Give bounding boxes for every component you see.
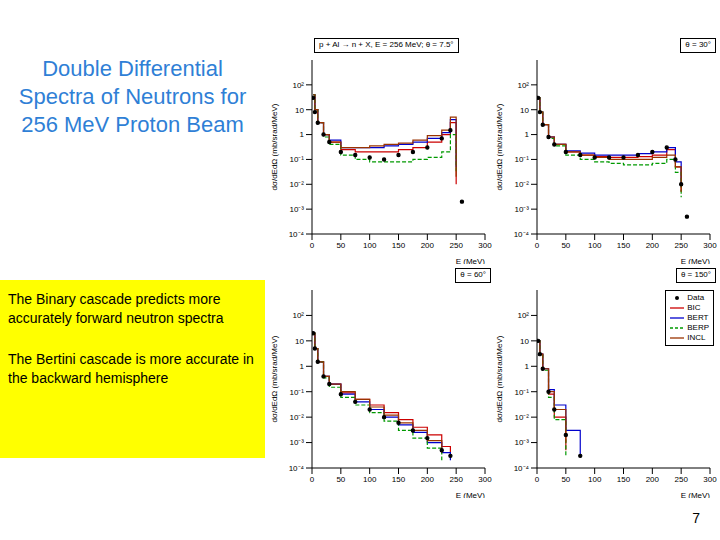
html-text:BERP: BERP (687, 323, 709, 332)
svg-text:10⁻²: 10⁻² (289, 180, 304, 189)
svg-text:10⁻¹: 10⁻¹ (514, 388, 529, 397)
svg-text:150: 150 (392, 475, 406, 484)
html-text:Data: Data (687, 293, 705, 302)
svg-text:100: 100 (363, 241, 377, 250)
svg-text:10⁻¹: 10⁻¹ (289, 388, 304, 397)
svg-text:E (MeV): E (MeV) (456, 257, 486, 264)
svg-text:10²: 10² (517, 311, 529, 320)
svg-text:E (MeV): E (MeV) (681, 491, 711, 498)
svg-text:10: 10 (295, 337, 304, 346)
html-text:BERT: BERT (687, 313, 709, 322)
svg-text:10⁻³: 10⁻³ (514, 205, 529, 214)
svg-text:300: 300 (478, 475, 492, 484)
svg-text:10²: 10² (292, 81, 304, 90)
svg-text:300: 300 (703, 475, 712, 484)
html-text:θ = 150°: θ = 150° (680, 270, 711, 279)
svg-text:dσ/dEdΩ (mb/srad/MeV): dσ/dEdΩ (mb/srad/MeV) (495, 103, 504, 190)
svg-text:10²: 10² (517, 81, 529, 90)
svg-text:200: 200 (421, 241, 435, 250)
svg-text:50: 50 (336, 241, 345, 250)
svg-text:dσ/dEdΩ (mb/srad/MeV): dσ/dEdΩ (mb/srad/MeV) (270, 335, 279, 422)
svg-text:50: 50 (561, 475, 570, 484)
svg-text:300: 300 (703, 241, 712, 250)
html-text:INCL: INCL (687, 333, 706, 342)
svg-text:10⁻³: 10⁻³ (289, 205, 304, 214)
svg-text:150: 150 (617, 241, 631, 250)
svg-text:10⁻²: 10⁻² (514, 180, 529, 189)
html-text:p + Al → n + X, E = 256 MeV; θ: p + Al → n + X, E = 256 MeV; θ = 7.5° (319, 40, 454, 49)
html-text:Double Differential Spectra of: Double Differential Spectra of Neutrons … (18, 56, 247, 137)
svg-text:1: 1 (300, 130, 305, 139)
svg-text:10⁻³: 10⁻³ (514, 438, 529, 447)
html-text:The Bertini cascade is more ac: The Bertini cascade is more accurate in … (8, 351, 254, 386)
svg-text:250: 250 (449, 241, 463, 250)
svg-text:10⁻¹: 10⁻¹ (514, 155, 529, 164)
svg-text:250: 250 (674, 241, 688, 250)
svg-text:1: 1 (525, 130, 530, 139)
svg-text:250: 250 (449, 475, 463, 484)
svg-text:100: 100 (588, 475, 602, 484)
svg-text:dσ/dEdΩ (mb/srad/MeV): dσ/dEdΩ (mb/srad/MeV) (270, 103, 279, 190)
svg-text:150: 150 (617, 475, 631, 484)
svg-text:10⁻⁴: 10⁻⁴ (514, 230, 530, 239)
html-text:θ = 60°: θ = 60° (460, 270, 486, 279)
svg-text:150: 150 (392, 241, 406, 250)
svg-text:10⁻²: 10⁻² (289, 413, 304, 422)
svg-text:100: 100 (588, 241, 602, 250)
svg-text:1: 1 (300, 362, 305, 371)
svg-text:E (MeV): E (MeV) (681, 257, 711, 264)
svg-text:10⁻³: 10⁻³ (289, 438, 304, 447)
svg-text:1: 1 (525, 362, 530, 371)
svg-text:10²: 10² (292, 311, 304, 320)
svg-text:10⁻⁴: 10⁻⁴ (514, 464, 530, 473)
svg-text:0: 0 (535, 475, 540, 484)
html-text:7: 7 (692, 510, 700, 526)
svg-text:dσ/dEdΩ (mb/srad/MeV): dσ/dEdΩ (mb/srad/MeV) (495, 335, 504, 422)
svg-text:E (MeV): E (MeV) (456, 491, 486, 498)
svg-text:250: 250 (674, 475, 688, 484)
svg-text:0: 0 (535, 241, 540, 250)
svg-text:200: 200 (646, 241, 660, 250)
svg-text:10: 10 (520, 106, 529, 115)
svg-text:200: 200 (646, 475, 660, 484)
svg-text:10⁻¹: 10⁻¹ (289, 155, 304, 164)
html-text:θ = 30°: θ = 30° (685, 40, 711, 49)
html-text:BIC: BIC (687, 303, 701, 312)
svg-text:50: 50 (336, 475, 345, 484)
svg-text:0: 0 (310, 241, 315, 250)
html-text:The Binary cascade predicts mo: The Binary cascade predicts more accurat… (8, 291, 224, 326)
svg-text:300: 300 (478, 241, 492, 250)
svg-text:10⁻²: 10⁻² (514, 413, 529, 422)
svg-text:10: 10 (295, 106, 304, 115)
svg-text:10⁻⁴: 10⁻⁴ (289, 230, 305, 239)
svg-text:200: 200 (421, 475, 435, 484)
svg-text:50: 50 (561, 241, 570, 250)
svg-text:100: 100 (363, 475, 377, 484)
svg-text:0: 0 (310, 475, 315, 484)
svg-text:10⁻⁴: 10⁻⁴ (289, 464, 305, 473)
svg-text:10: 10 (520, 337, 529, 346)
